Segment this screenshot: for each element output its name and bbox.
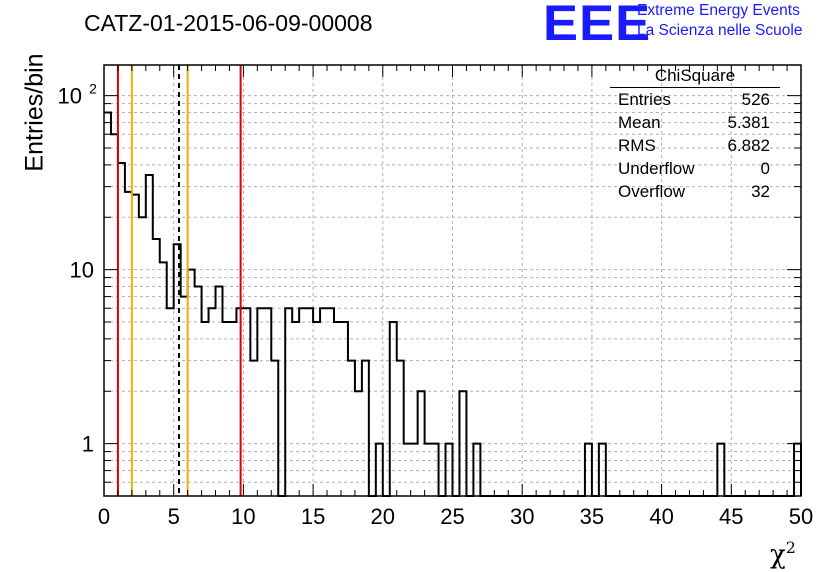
stats-value: 5.381 (727, 113, 770, 132)
histogram-bin (341, 322, 348, 496)
histogram-bin (362, 361, 369, 496)
stats-label: Underflow (618, 159, 695, 178)
histogram-bin (111, 134, 118, 496)
histogram-bin (118, 163, 125, 496)
logo-subtitle-line1: Extreme Energy Events (637, 2, 800, 19)
histogram-bin (167, 308, 174, 496)
x-tick-label: 30 (510, 504, 534, 529)
histogram-bin (418, 391, 425, 496)
histogram-bin (432, 444, 439, 496)
stats-label: RMS (618, 136, 656, 155)
histogram-bin (348, 361, 355, 496)
histogram-bin (257, 308, 264, 496)
histogram-bin (313, 322, 320, 496)
x-tick-label: 45 (719, 504, 743, 529)
histogram-bin (404, 444, 411, 496)
histogram-bin (334, 322, 341, 496)
histogram-bin (473, 444, 480, 496)
x-axis-label-superscript: 2 (785, 538, 796, 557)
logo-subtitle-line2: La Scienza nelle Scuole (637, 22, 803, 39)
stats-box: ChiSquare Entries 526 Mean 5.381 RMS 6.8… (610, 66, 780, 203)
histogram-bin (285, 308, 292, 496)
histogram-bin (376, 444, 383, 496)
histogram-bin (153, 239, 160, 496)
y-tick-label-exponent: 2 (89, 81, 97, 97)
histogram-bin (355, 391, 362, 496)
y-tick-label: 10 (58, 84, 82, 109)
histogram-bin (209, 308, 216, 496)
histogram-bin (125, 192, 132, 496)
stats-value: 0 (760, 159, 770, 178)
histogram-bin (411, 444, 418, 496)
histogram-bin (202, 322, 209, 496)
histogram-bin (292, 322, 299, 496)
histogram-bin (459, 391, 466, 496)
histogram-bin (243, 308, 250, 496)
stats-row-rms: RMS 6.882 (612, 134, 778, 157)
stats-label: Entries (618, 90, 671, 109)
histogram-bin (181, 297, 188, 496)
histogram-bin (160, 262, 167, 496)
histogram-bin (132, 195, 139, 496)
x-tick-label: 40 (649, 504, 673, 529)
histogram-bin (327, 308, 334, 496)
y-tick-label: 1 (82, 432, 94, 457)
x-tick-label: 15 (301, 504, 325, 529)
stats-label: Overflow (618, 182, 686, 201)
histogram-bin (188, 270, 195, 496)
histogram-bin (264, 308, 271, 496)
histogram-bin (585, 444, 592, 496)
histogram-bin (139, 217, 146, 496)
histogram-bin (146, 175, 153, 496)
histogram-bin (222, 322, 229, 496)
histogram-bin (390, 322, 397, 496)
histogram-bin (599, 444, 606, 496)
histogram-bin (306, 308, 313, 496)
y-tick-label: 10 (70, 258, 94, 283)
histogram-bin (425, 444, 432, 496)
histogram-bin (216, 286, 223, 496)
stats-row-mean: Mean 5.381 (612, 111, 778, 134)
stats-value: 526 (741, 90, 770, 109)
eee-logo: EEE (543, 0, 652, 51)
histogram-bin (195, 286, 202, 496)
histogram-bin (299, 308, 306, 496)
x-tick-label: 25 (440, 504, 464, 529)
stats-label: Mean (618, 113, 661, 132)
x-tick-label: 35 (580, 504, 604, 529)
histogram-bin (320, 308, 327, 496)
histogram-bin (271, 361, 278, 496)
x-tick-label: 0 (98, 504, 110, 529)
x-axis-label-base: χ (770, 540, 786, 570)
stats-row-entries: Entries 526 (612, 88, 778, 111)
x-tick-label: 10 (231, 504, 255, 529)
stats-box-title: ChiSquare (610, 66, 780, 88)
y-axis-label: Entries/bin (20, 53, 49, 172)
stats-value: 32 (751, 182, 770, 201)
histogram-bin (446, 444, 453, 496)
x-tick-label: 5 (168, 504, 180, 529)
histogram-bin (397, 361, 404, 496)
x-tick-label: 20 (371, 504, 395, 529)
x-tick-label: 50 (789, 504, 813, 529)
histogram-bin (229, 322, 236, 496)
histogram-bin (717, 444, 724, 496)
stats-value: 6.882 (727, 136, 770, 155)
histogram-bin (250, 361, 257, 496)
histogram-bin (104, 113, 111, 496)
x-axis-label: χ2 (770, 538, 796, 570)
stats-row-underflow: Underflow 0 (612, 157, 778, 180)
stats-row-overflow: Overflow 32 (612, 180, 778, 203)
chart-title: CATZ-01-2015-06-09-00008 (84, 10, 373, 36)
